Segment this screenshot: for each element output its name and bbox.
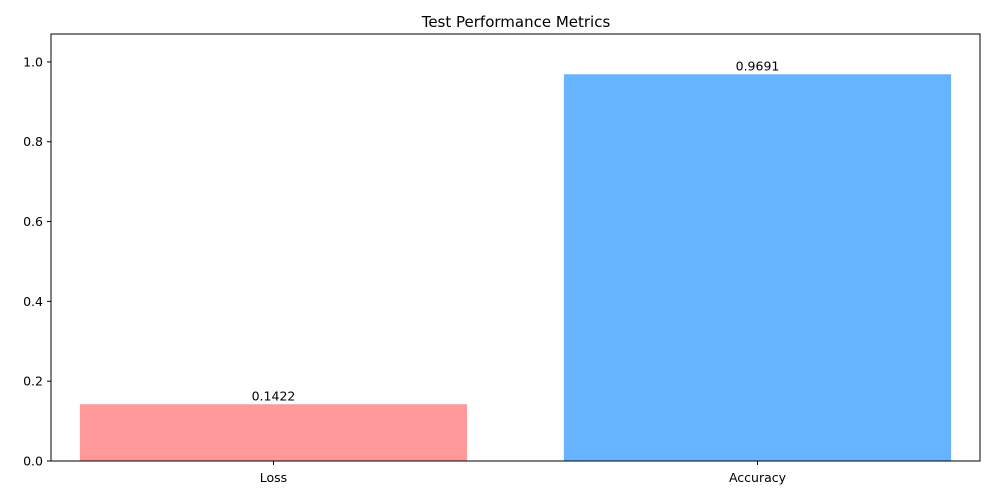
y-axis: 0.0 0.2 0.4 0.6 0.8 1.0 [23,54,51,469]
y-tick-label: 0.6 [23,214,43,229]
y-tick-label: 0.0 [23,454,43,469]
x-axis: Loss Accuracy [260,461,787,485]
chart-title: Test Performance Metrics [421,13,611,31]
x-tick-label-loss: Loss [260,470,287,485]
x-tick-label-accuracy: Accuracy [729,470,787,485]
data-label-accuracy: 0.9691 [736,58,780,73]
data-labels-layer: 0.1422 0.9691 [252,58,780,403]
y-tick-label: 0.2 [23,374,43,389]
bars-layer [79,74,952,462]
data-label-loss: 0.1422 [252,388,296,403]
bar-accuracy [563,74,952,462]
plot-frame [50,33,981,462]
y-tick-label: 0.4 [23,294,43,309]
y-tick-label: 0.8 [23,134,43,149]
bar-loss [79,404,468,461]
y-tick-label: 1.0 [23,54,43,69]
